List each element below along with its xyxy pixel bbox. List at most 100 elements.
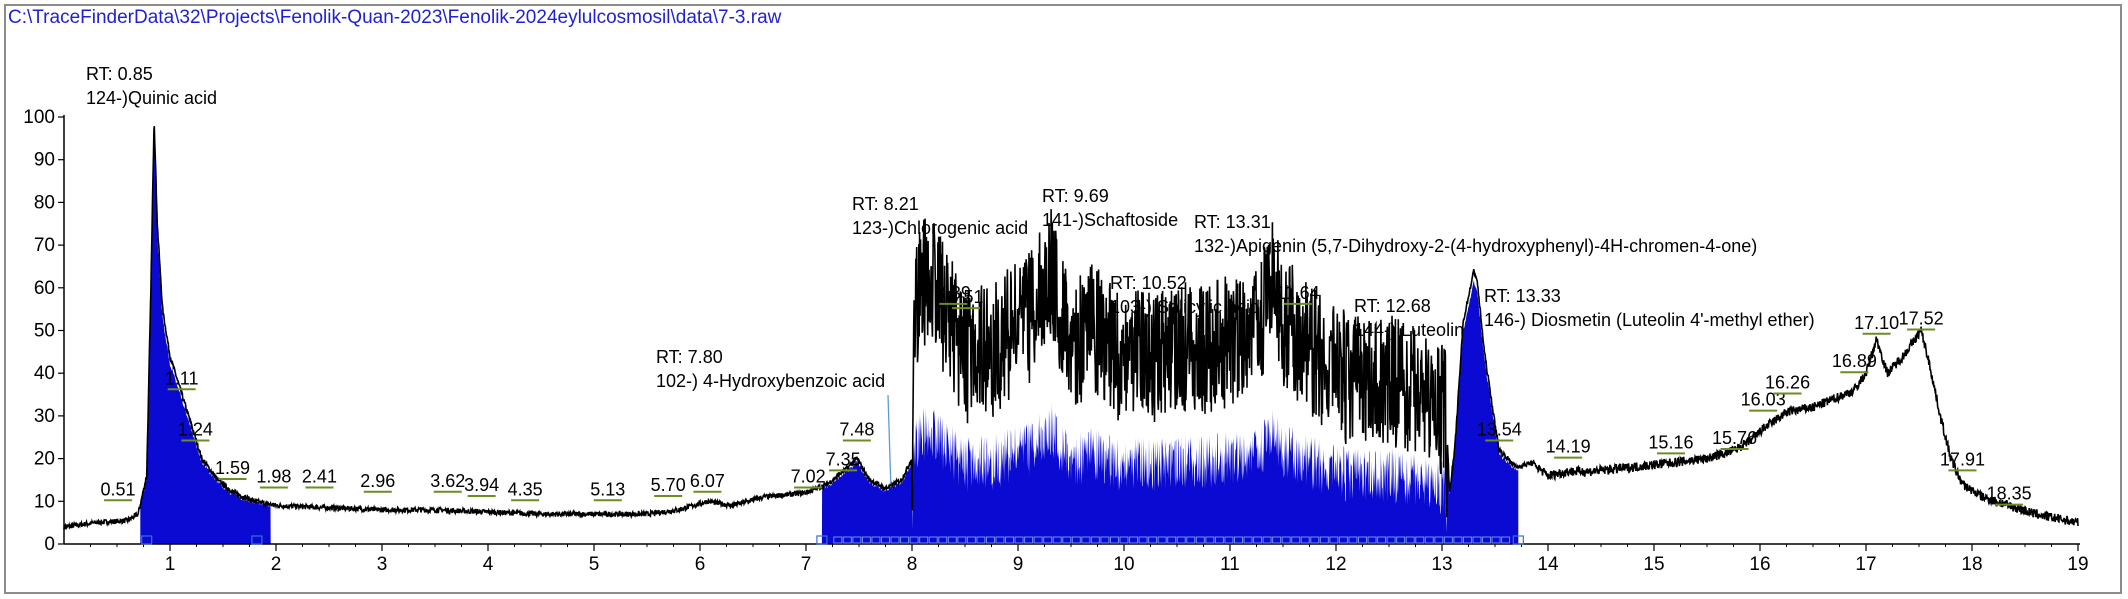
integration-marker — [833, 536, 843, 544]
integration-marker — [976, 536, 986, 544]
rt-label: 16.26 — [1765, 373, 1810, 393]
integration-marker — [1243, 536, 1253, 544]
y-tick-label: 90 — [34, 150, 55, 171]
integration-marker — [900, 536, 910, 544]
x-tick-label: 6 — [695, 554, 706, 575]
rt-label: 5.13 — [590, 479, 625, 499]
integration-marker — [1100, 536, 1110, 544]
integration-marker — [1491, 536, 1501, 544]
x-tick-label: 17 — [1855, 554, 1876, 575]
rt-label: 5.70 — [651, 475, 686, 495]
integration-marker — [1272, 536, 1282, 544]
y-tick-label: 0 — [44, 534, 55, 555]
integration-marker — [947, 536, 957, 544]
integration-marker — [1358, 536, 1367, 544]
integration-marker — [1300, 536, 1310, 544]
rt-label: 2.96 — [360, 471, 395, 491]
x-tick-label: 8 — [907, 554, 918, 575]
integration-marker — [1043, 536, 1053, 544]
x-tick-label: 1 — [165, 554, 176, 575]
x-tick-label: 3 — [377, 554, 388, 575]
x-tick-label: 14 — [1537, 554, 1559, 575]
integration-marker — [1482, 536, 1492, 544]
integration-marker — [871, 536, 881, 544]
rt-label: 1.24 — [178, 420, 213, 440]
peak-rt-label: RT: 13.31 — [1194, 212, 1271, 232]
y-tick-label: 40 — [34, 363, 55, 384]
peak-name-label: 146-) Diosmetin (Luteolin 4'-methyl ethe… — [1484, 310, 1815, 330]
integration-marker — [957, 536, 967, 544]
integration-marker — [861, 536, 871, 544]
integration-marker — [1062, 536, 1072, 544]
x-tick-label: 16 — [1749, 554, 1770, 575]
peak-rt-label: RT: 0.85 — [86, 64, 153, 84]
y-tick-label: 30 — [34, 406, 55, 427]
rt-label: 18.35 — [1987, 484, 2032, 504]
rt-label: 7.02 — [791, 466, 826, 486]
integration-marker — [1119, 536, 1129, 544]
integration-marker — [1512, 535, 1524, 545]
integration-marker — [1310, 536, 1320, 544]
integration-marker — [1024, 536, 1034, 544]
peak-connector-line — [887, 394, 892, 485]
integration-marker — [1434, 536, 1444, 544]
integration-marker — [1233, 536, 1243, 544]
x-tick-label: 18 — [1961, 554, 1982, 575]
integration-marker — [938, 536, 948, 544]
integration-marker — [881, 536, 890, 544]
integration-marker — [1338, 536, 1348, 544]
peak-name-label: 144-) Luteolin — [1354, 320, 1464, 340]
integration-marker — [141, 535, 153, 545]
integration-marker — [1005, 536, 1015, 544]
x-tick-label: 12 — [1325, 554, 1346, 575]
integration-marker — [1424, 536, 1434, 544]
y-tick-label: 80 — [34, 192, 55, 213]
peak-rt-label: RT: 9.69 — [1042, 186, 1109, 206]
rt-label: 7.48 — [839, 420, 874, 440]
integration-marker — [1167, 536, 1177, 544]
rt-label: 11.64 — [1276, 283, 1320, 303]
rt-label: 6.07 — [690, 471, 725, 491]
integration-marker — [909, 536, 919, 544]
rt-label: 16.03 — [1741, 390, 1786, 410]
integration-marker — [1014, 536, 1024, 544]
integration-marker — [1281, 536, 1291, 544]
y-tick-label: 10 — [34, 491, 55, 512]
integration-marker — [1176, 536, 1186, 544]
rt-label: 15.16 — [1648, 432, 1693, 452]
integration-marker — [1348, 536, 1358, 544]
peak-rt-label: RT: 7.80 — [656, 347, 723, 367]
rt-label: 1.98 — [256, 466, 291, 486]
integration-marker — [890, 536, 900, 544]
integration-marker — [1472, 536, 1482, 544]
x-tick-label: 2 — [271, 554, 282, 575]
integration-marker — [1319, 536, 1329, 544]
x-tick-label: 7 — [801, 554, 812, 575]
x-tick-label: 11 — [1220, 554, 1240, 575]
integration-marker — [1501, 536, 1511, 544]
integration-marker — [995, 536, 1005, 544]
integration-marker — [985, 536, 995, 544]
peak-name-label: 102-) 4-Hydroxybenzoic acid — [656, 371, 885, 391]
peak-rt-label: RT: 10.52 — [1110, 273, 1187, 293]
integration-marker — [1377, 536, 1387, 544]
integration-marker — [1109, 536, 1119, 544]
integration-marker — [1052, 536, 1062, 544]
peak-area-fill-2 — [821, 280, 1519, 544]
integration-marker — [251, 535, 263, 545]
peak-rt-label: RT: 13.33 — [1484, 286, 1561, 306]
peak-name-label: 124-)Quinic acid — [86, 88, 217, 108]
rt-label: 3.94 — [464, 475, 499, 495]
rt-label: 2.41 — [302, 466, 337, 486]
rt-label: 8.39 — [936, 283, 971, 303]
y-tick-label: 100 — [23, 107, 55, 128]
rt-label: 4.35 — [508, 479, 543, 499]
integration-marker — [1405, 536, 1415, 544]
rt-label: 17.91 — [1940, 449, 1985, 469]
integration-marker — [1205, 536, 1215, 544]
integration-marker — [1195, 536, 1205, 544]
peak-name-label: 132-)Apigenin (5,7-Dihydroxy-2-(4-hydrox… — [1194, 236, 1757, 256]
x-tick-label: 13 — [1431, 554, 1452, 575]
rt-label: 1.59 — [215, 458, 250, 478]
